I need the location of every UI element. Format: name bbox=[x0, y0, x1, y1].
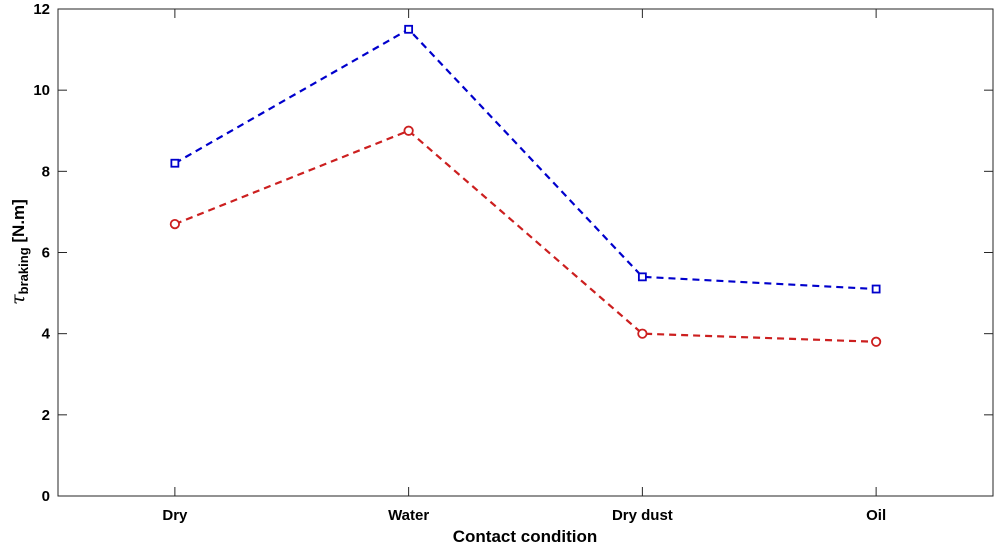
data-point-square bbox=[404, 24, 414, 34]
y-tick-label: 12 bbox=[33, 1, 50, 18]
plot-area bbox=[57, 8, 994, 497]
y-axis-title-subscript: braking bbox=[16, 247, 31, 294]
data-point-circle bbox=[871, 336, 882, 347]
x-axis-title: Contact condition bbox=[453, 527, 597, 546]
y-tick-label: 0 bbox=[42, 488, 50, 505]
y-tick-label: 10 bbox=[33, 82, 50, 99]
y-axis-ticks: 0 2 4 6 8 10 12 bbox=[33, 1, 993, 505]
x-tick-label: Dry dust bbox=[612, 507, 673, 524]
x-tick-label: Oil bbox=[866, 507, 886, 524]
y-axis-title-unit: [N.m] bbox=[9, 199, 28, 247]
y-tick-label: 2 bbox=[42, 407, 50, 424]
data-point-square bbox=[871, 284, 881, 294]
data-point-square bbox=[170, 158, 180, 168]
x-tick-label: Water bbox=[388, 507, 429, 524]
y-tick-label: 4 bbox=[42, 326, 51, 343]
data-point-circle bbox=[637, 328, 648, 339]
x-axis-ticks: Dry Water Dry dust Oil bbox=[162, 9, 886, 524]
y-tick-label: 6 bbox=[42, 245, 50, 262]
data-point-circle bbox=[169, 218, 180, 230]
y-tick-label: 8 bbox=[42, 163, 50, 180]
data-point-square bbox=[637, 272, 647, 282]
data-point-circle bbox=[403, 125, 414, 136]
series-line-2 bbox=[174, 129, 877, 343]
y-axis-title: τbraking [N.m] bbox=[7, 199, 31, 305]
series-line-1 bbox=[174, 27, 877, 291]
series-layer bbox=[169, 24, 882, 347]
y-axis-title-symbol: τ bbox=[7, 294, 29, 305]
x-tick-label: Dry bbox=[162, 507, 188, 524]
